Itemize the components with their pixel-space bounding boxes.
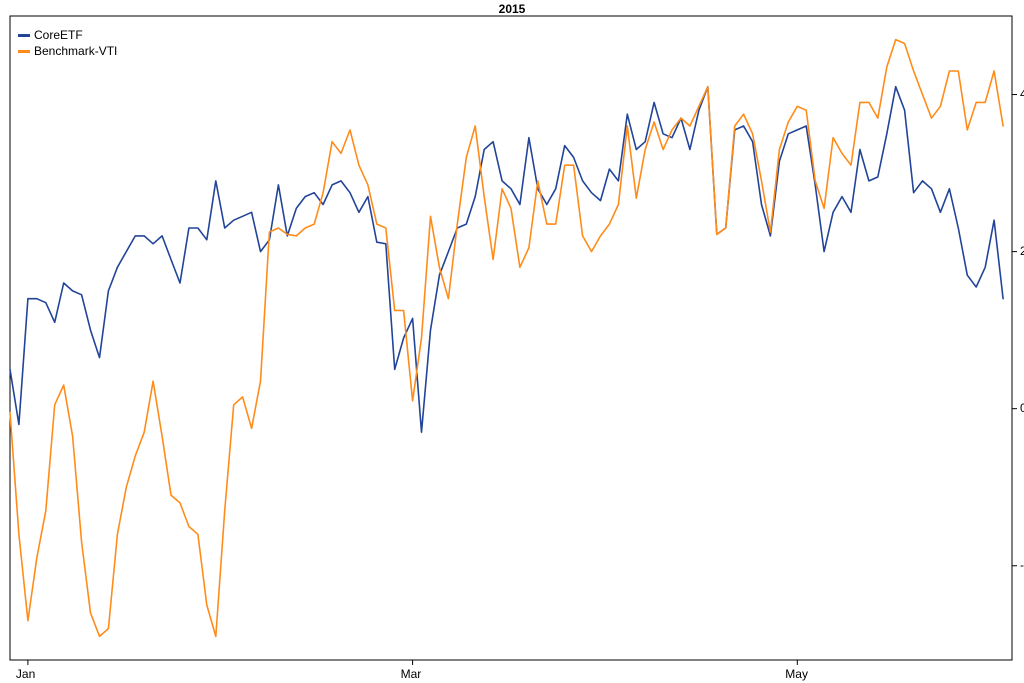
legend-swatch-coreetf [18,34,30,37]
y-tick-label: 4 [1020,87,1024,101]
y-tick-label: 0 [1020,401,1024,415]
y-tick-label: -2 [1020,558,1024,572]
legend-label-coreetf: CoreETF [34,28,83,44]
y-tick-label: 2 [1020,244,1024,258]
x-tick-label: Mar [401,667,422,681]
line-chart: 2015 CoreETF Benchmark-VTI -2024JanMarMa… [0,0,1024,683]
chart-svg [0,0,1024,683]
x-tick-label: Jan [16,667,35,681]
x-tick-label: May [785,667,808,681]
legend-item-coreetf: CoreETF [18,28,117,44]
legend-swatch-benchmark [18,50,30,53]
legend-label-benchmark: Benchmark-VTI [34,44,117,60]
legend-item-benchmark: Benchmark-VTI [18,44,117,60]
legend: CoreETF Benchmark-VTI [18,28,117,59]
